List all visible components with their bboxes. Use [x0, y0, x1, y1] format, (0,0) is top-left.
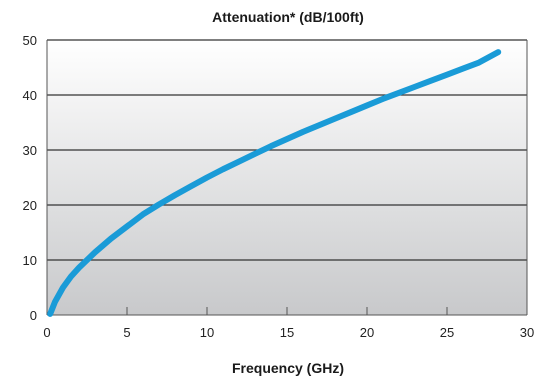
gridlines: [46, 39, 528, 316]
x-tick-label-30: 30: [520, 325, 534, 340]
x-tick-label-25: 25: [440, 325, 454, 340]
series-layer: [47, 49, 502, 317]
x-axis-ticks: 0 5 10 15 20 25 30: [43, 307, 534, 340]
chart-title: Attenuation* (dB/100ft): [212, 9, 364, 25]
y-tick-label-0: 0: [30, 308, 37, 323]
y-axis-ticks: 0 10 20 30 40 50: [23, 33, 37, 323]
x-tick-label-5: 5: [123, 325, 130, 340]
x-axis-title: Frequency (GHz): [232, 360, 344, 376]
plot-area: [47, 40, 527, 315]
y-tick-label-10: 10: [23, 253, 37, 268]
x-tick-label-0: 0: [43, 325, 50, 340]
y-tick-label-30: 30: [23, 143, 37, 158]
series-line-0: [47, 49, 502, 317]
y-tick-label-20: 20: [23, 198, 37, 213]
y-tick-label-50: 50: [23, 33, 37, 48]
x-tick-label-10: 10: [200, 325, 214, 340]
x-tick-label-15: 15: [280, 325, 294, 340]
y-tick-label-40: 40: [23, 88, 37, 103]
x-tick-label-20: 20: [360, 325, 374, 340]
